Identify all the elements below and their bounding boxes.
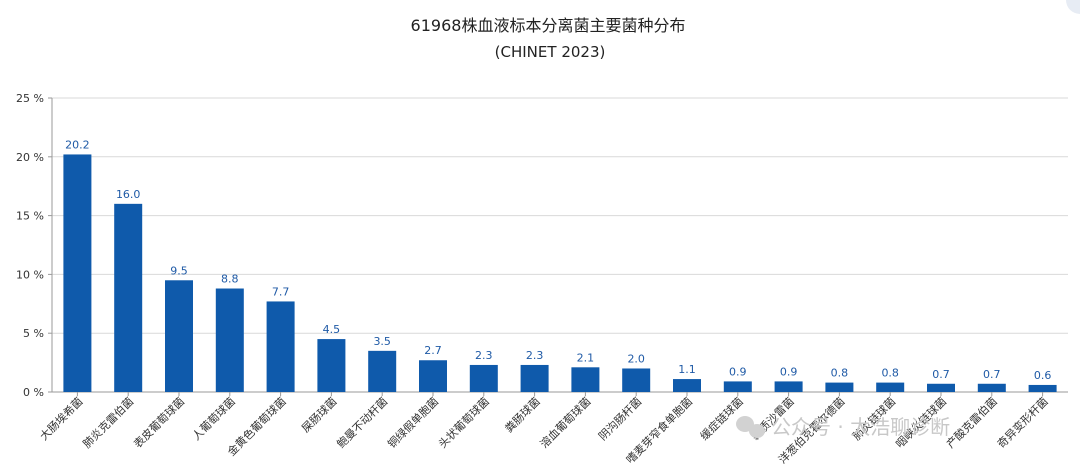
x-tick-label: 头状葡萄球菌 [435, 394, 492, 451]
bar [165, 280, 193, 392]
data-label: 0.8 [831, 367, 849, 380]
data-label: 0.7 [932, 368, 950, 381]
watermark-text: 公众号 · 太浩聊诊断 [771, 415, 950, 439]
x-tick-label: 鲍曼不动杆菌 [334, 394, 391, 451]
bar [977, 383, 1006, 392]
wechat-icon [736, 416, 765, 438]
data-label: 2.0 [627, 352, 645, 365]
bar [114, 203, 143, 392]
corner-decoration [1066, 0, 1080, 14]
bar [1028, 384, 1057, 392]
bar [520, 364, 549, 392]
x-tick-label: 阴沟肠杆菌 [596, 394, 645, 443]
y-tick-label: 0 % [23, 386, 44, 399]
y-axis-ticks: 0 % 5 % 10 % 15 % 20 % 25 % [16, 92, 52, 399]
x-tick-label: 粪肠球菌 [502, 394, 543, 435]
x-tick-label: 肺炎克雷伯菌 [80, 394, 137, 451]
x-tick-label: 表皮葡萄球菌 [131, 394, 188, 451]
bars [63, 154, 1057, 392]
x-tick-label: 产酸克雷伯菌 [943, 394, 1000, 451]
y-tick-label: 25 % [16, 92, 44, 105]
bar [368, 350, 397, 392]
data-label: 3.5 [373, 335, 391, 348]
data-label: 2.1 [577, 351, 595, 364]
x-tick-label: 人葡萄球菌 [189, 394, 238, 443]
y-tick-label: 20 % [16, 151, 44, 164]
data-label: 0.8 [881, 367, 899, 380]
data-label: 0.6 [1034, 369, 1052, 382]
bar [469, 364, 498, 392]
data-label: 2.7 [424, 344, 442, 357]
y-tick-label: 10 % [16, 268, 44, 281]
bar [876, 382, 905, 392]
x-tick-label: 溶血葡萄球菌 [537, 394, 594, 451]
grid [51, 97, 1068, 393]
bar [215, 288, 244, 392]
x-tick-label: 大肠埃希菌 [37, 394, 86, 443]
bar [774, 381, 803, 392]
data-label: 7.7 [272, 285, 290, 298]
x-tick-label: 铜绿假单胞菌 [385, 394, 442, 451]
x-tick-label: 奇异变形杆菌 [994, 394, 1051, 451]
bar [673, 379, 701, 392]
y-tick-label: 15 % [16, 210, 44, 223]
data-label: 16.0 [116, 188, 141, 201]
bar [927, 383, 955, 392]
data-label: 9.5 [170, 264, 188, 277]
data-label: 8.8 [221, 273, 239, 286]
data-label: 1.1 [678, 363, 696, 376]
bar [571, 367, 600, 392]
data-label: 0.9 [729, 365, 747, 378]
bar [723, 381, 752, 392]
data-labels: 20.2 16.0 9.5 8.8 7.7 4.5 3.5 2.7 2.3 2.3 2.1 2.0 1.… [65, 138, 1051, 381]
y-tick-label: 5 % [23, 327, 44, 340]
data-label: 2.3 [475, 349, 493, 362]
x-tick-label: 屎肠球菌 [299, 394, 340, 435]
bar [317, 339, 346, 392]
data-label: 4.5 [323, 323, 341, 336]
data-label: 0.9 [780, 365, 798, 378]
bar [63, 154, 92, 392]
data-label: 0.7 [983, 368, 1001, 381]
watermark: 公众号 · 太浩聊诊断 [736, 415, 950, 439]
chart-title: 61968株血液标本分离菌主要菌种分布 [411, 16, 686, 35]
bar [419, 360, 447, 392]
bar [266, 301, 295, 392]
data-label: 20.2 [65, 138, 90, 151]
data-label: 2.3 [526, 349, 544, 362]
bar [622, 368, 651, 392]
chart-subtitle: (CHINET 2023) [495, 43, 606, 61]
bar [825, 382, 854, 392]
